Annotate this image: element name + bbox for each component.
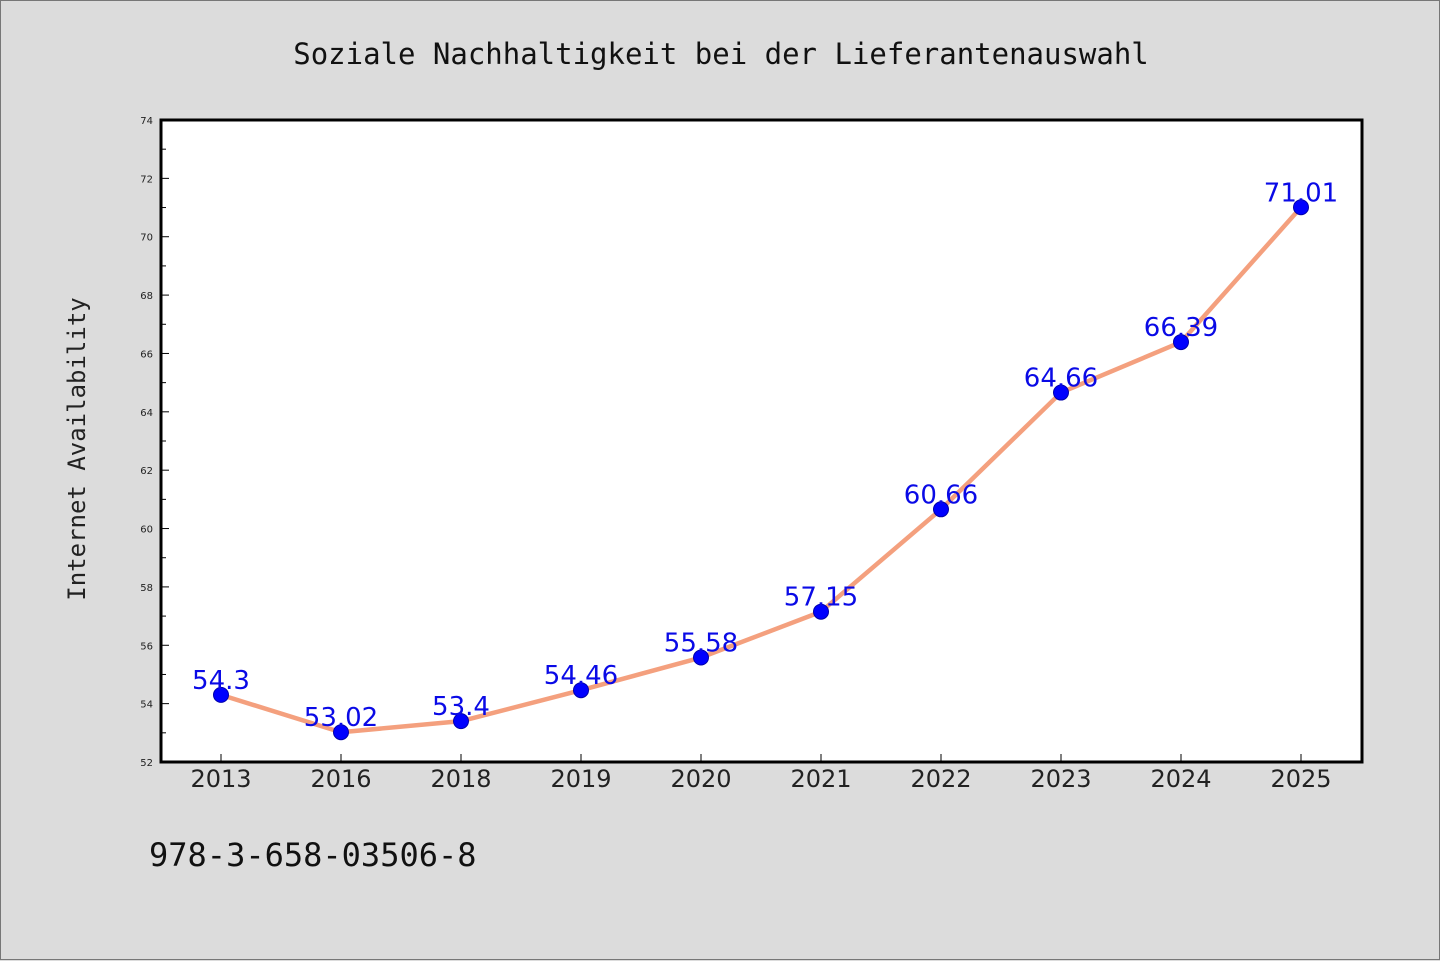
x-tick-label: 2019: [550, 765, 611, 793]
y-tick-label: 64: [140, 408, 153, 419]
data-point: [213, 686, 229, 703]
x-tick-label: 2022: [910, 765, 971, 793]
x-tick-label: 2016: [310, 765, 371, 793]
data-point: [333, 724, 349, 741]
series-line: [218, 205, 1304, 735]
data-point: [573, 682, 589, 699]
y-tick-label: 66: [140, 349, 153, 360]
y-tick-label: 60: [140, 525, 153, 536]
x-tick-label: 2023: [1030, 765, 1091, 793]
y-tick-label: 58: [140, 583, 153, 594]
x-tick-label: 2021: [790, 765, 851, 793]
data-label-layer: 54.3 53.02 53.4 54.46 55.58 57.15 60.66 64.66 66…: [192, 178, 1338, 733]
chart-title: Soziale Nachhaltigkeit bei der Lieferant…: [293, 37, 1149, 71]
data-point: [1293, 199, 1309, 216]
y-tick-label: 56: [140, 641, 153, 652]
data-point: [693, 649, 709, 666]
plot-area: [159, 118, 1364, 764]
data-label: 60.66: [904, 480, 978, 510]
data-point: [813, 603, 829, 620]
data-point: [933, 501, 949, 518]
data-label: 57.15: [784, 583, 858, 613]
y-tick-label: 74: [140, 116, 153, 127]
data-point: [1053, 384, 1069, 401]
y-axis: 52 54 56 58 60 62 64 66 68 70 72 74: [140, 116, 169, 769]
y-tick-label: 70: [140, 233, 153, 244]
y-axis-label: Internet Availability: [63, 297, 91, 600]
data-label: 54.3: [192, 666, 250, 696]
footnote-isbn: 978-3-658-03506-8: [149, 836, 477, 874]
x-tick-label: 2024: [1150, 765, 1211, 793]
y-tick-label: 52: [140, 758, 153, 769]
y-tick-label: 72: [140, 174, 153, 185]
x-tick-label: 2025: [1270, 765, 1331, 793]
data-label: 64.66: [1024, 364, 1098, 394]
x-tick-label: 2020: [670, 765, 731, 793]
y-tick-label: 68: [140, 291, 153, 302]
data-point: [1173, 334, 1189, 351]
x-axis: 2013 2016 2018 2019 2020 2021 2022 2023 2024 2025: [190, 754, 1332, 793]
data-point: [453, 713, 469, 730]
x-tick-label: 2018: [430, 765, 491, 793]
data-label: 71.01: [1264, 178, 1338, 208]
x-tick-label: 2013: [190, 765, 251, 793]
y-tick-label: 62: [140, 466, 153, 477]
data-label: 66.39: [1144, 313, 1218, 343]
y-tick-label: 54: [140, 700, 153, 711]
data-label: 53.02: [304, 703, 378, 733]
data-label: 55.58: [664, 629, 738, 659]
data-label: 53.4: [432, 692, 490, 722]
data-label: 54.46: [544, 661, 618, 691]
series-layer: [213, 199, 1309, 741]
